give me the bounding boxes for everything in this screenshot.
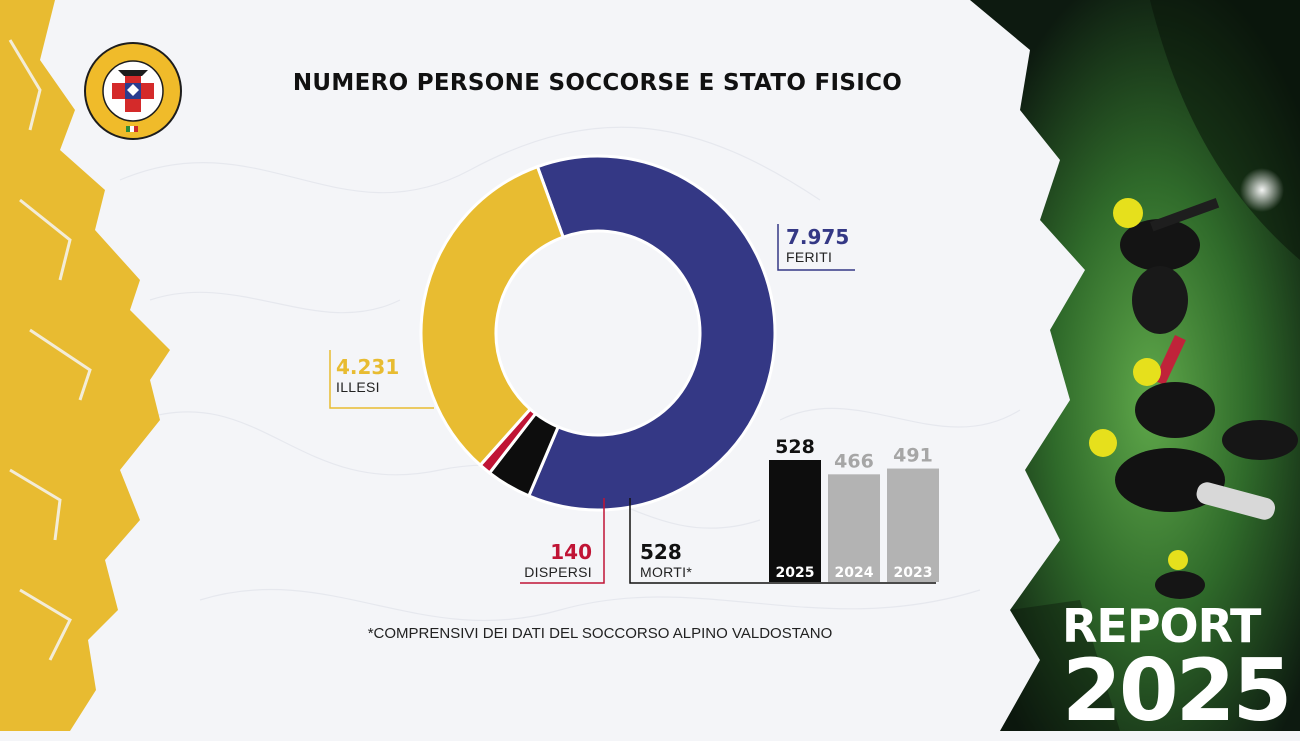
bar-2023 (887, 468, 939, 582)
morti-leader-line (629, 498, 936, 584)
bar-category-label-2025: 2025 (776, 565, 815, 581)
diver-figures (1089, 198, 1298, 599)
topographic-lines (119, 126, 1021, 622)
donut-chart (419, 154, 777, 512)
bar-value-label-2023: 491 (893, 445, 933, 467)
feriti-label: FERITI (786, 249, 833, 265)
callout-leader-lines (329, 224, 936, 584)
bar-category-label-2024: 2024 (835, 565, 874, 581)
footnote: *COMPRENSIVI DEI DATI DEL SOCCORSO ALPIN… (367, 625, 833, 642)
yearly-bar-chart: 528 2025 466 2024 491 2023 (769, 436, 939, 582)
chart-title: NUMERO PERSONE SOCCORSE E STATO FISICO (292, 70, 903, 96)
morti-value: 528 (640, 540, 682, 564)
feriti-value: 7.975 (786, 225, 850, 249)
bar-2024 (828, 474, 880, 582)
bar-value-label-2024: 466 (834, 450, 874, 472)
illesi-callout: 4.231 ILLESI (336, 356, 399, 396)
report-year: 2025 (1062, 641, 1292, 741)
report-word: REPORT (1062, 599, 1261, 653)
bar-value-label-2025: 528 (775, 436, 815, 458)
feriti-callout: 7.975 FERITI (786, 226, 849, 266)
bar-2025 (769, 460, 821, 582)
mountain-snow-streaks (8, 39, 92, 661)
bar-category-label-2023: 2023 (894, 565, 933, 581)
donut-slice-illesi (419, 164, 566, 468)
cnsas-logo (84, 42, 182, 140)
feriti-leader-line (777, 224, 855, 271)
morti-callout: 528 MORTI* (640, 541, 692, 581)
morti-label: MORTI* (640, 564, 693, 580)
dispersi-leader-line (520, 498, 605, 584)
illesi-value: 4.231 (336, 355, 400, 379)
illesi-leader-line (329, 350, 434, 409)
dispersi-label: DISPERSI (524, 564, 592, 580)
donut-slice-feriti (526, 154, 777, 512)
dispersi-value: 140 (550, 540, 592, 564)
illesi-label: ILLESI (336, 379, 380, 395)
dispersi-callout: 140 DISPERSI (514, 541, 592, 581)
report-badge: REPORT 2025 (1062, 600, 1300, 734)
